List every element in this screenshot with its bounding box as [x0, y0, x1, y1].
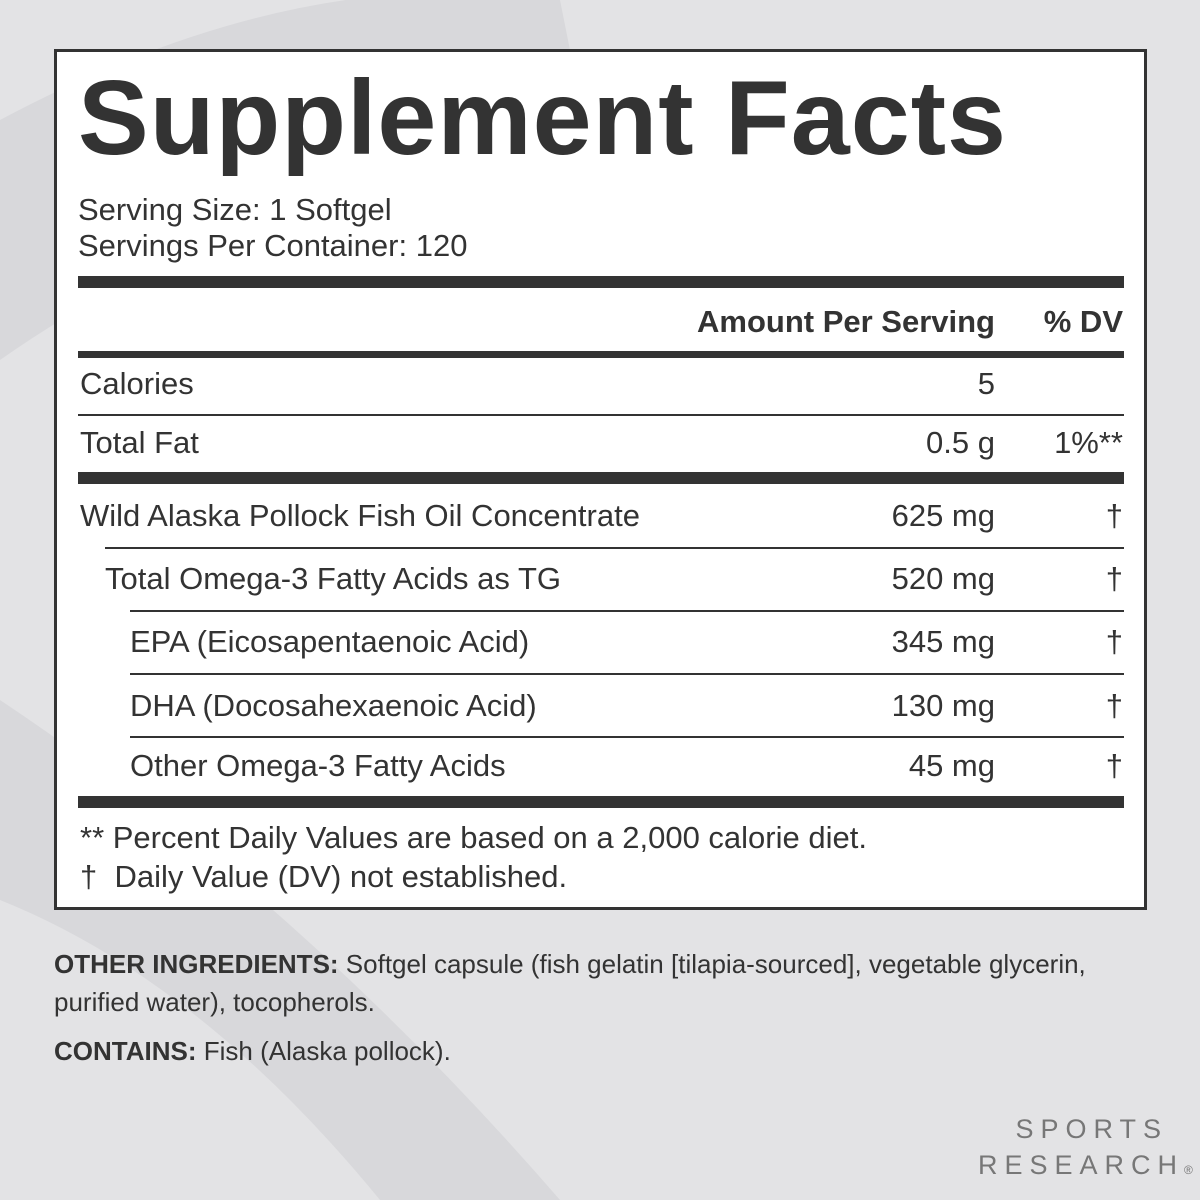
serving-size: Serving Size: 1 Softgel	[78, 192, 392, 227]
label: OTHER INGREDIENTS:	[54, 949, 339, 979]
nutrient-name: EPA (Eicosapentaenoic Acid)	[130, 624, 530, 659]
column-header: % DV	[1043, 304, 1123, 339]
daily-value: †	[1105, 561, 1123, 596]
row-rule	[78, 472, 1124, 484]
daily-value: 1%**	[1054, 425, 1123, 460]
text: Softgel capsule (fish gelatin [tilapia-s…	[54, 949, 1086, 1017]
brand-line: SPORTS	[1015, 1114, 1168, 1144]
row-rule	[78, 414, 1124, 416]
registered-mark: ®	[1184, 1163, 1193, 1177]
amount: 520 mg	[891, 561, 995, 596]
column-header: Amount Per Serving	[697, 304, 995, 339]
medium-rule	[78, 351, 1124, 358]
nutrient-name: Other Omega-3 Fatty Acids	[130, 748, 506, 783]
nutrient-name: DHA (Docosahexaenoic Acid)	[130, 688, 537, 723]
daily-value: †	[1105, 624, 1123, 659]
servings-per-container: Servings Per Container: 120	[78, 228, 468, 263]
daily-value: †	[1105, 498, 1123, 533]
row-rule	[130, 736, 1124, 738]
row-rule	[130, 673, 1124, 675]
row-rule	[130, 610, 1124, 612]
other-ingredients: OTHER INGREDIENTS: Softgel capsule (fish…	[54, 945, 1114, 1021]
brand-line: RESEARCH®	[978, 1150, 1193, 1181]
row-rule	[105, 547, 1124, 549]
nutrient-name: Total Omega-3 Fatty Acids as TG	[105, 561, 561, 596]
footnote: ** Percent Daily Values are based on a 2…	[80, 820, 867, 855]
amount: 45 mg	[908, 748, 995, 783]
nutrient-name: Wild Alaska Pollock Fish Oil Concentrate	[80, 498, 640, 533]
brand-word: RESEARCH	[978, 1150, 1185, 1180]
amount: 130 mg	[891, 688, 995, 723]
footnote: † Daily Value (DV) not established.	[80, 859, 568, 894]
amount: 5	[977, 366, 995, 401]
title: Supplement Facts	[78, 59, 1007, 177]
amount: 0.5 g	[926, 425, 995, 460]
label: CONTAINS:	[54, 1036, 197, 1066]
amount: 625 mg	[891, 498, 995, 533]
text: Fish (Alaska pollock).	[196, 1036, 451, 1066]
row-rule	[78, 796, 1124, 808]
thick-rule	[78, 276, 1124, 288]
daily-value: †	[1105, 688, 1123, 723]
daily-value: †	[1105, 748, 1123, 783]
nutrient-name: Total Fat	[80, 425, 199, 460]
contains: CONTAINS: Fish (Alaska pollock).	[54, 1032, 451, 1070]
nutrient-name: Calories	[80, 366, 194, 401]
amount: 345 mg	[891, 624, 995, 659]
